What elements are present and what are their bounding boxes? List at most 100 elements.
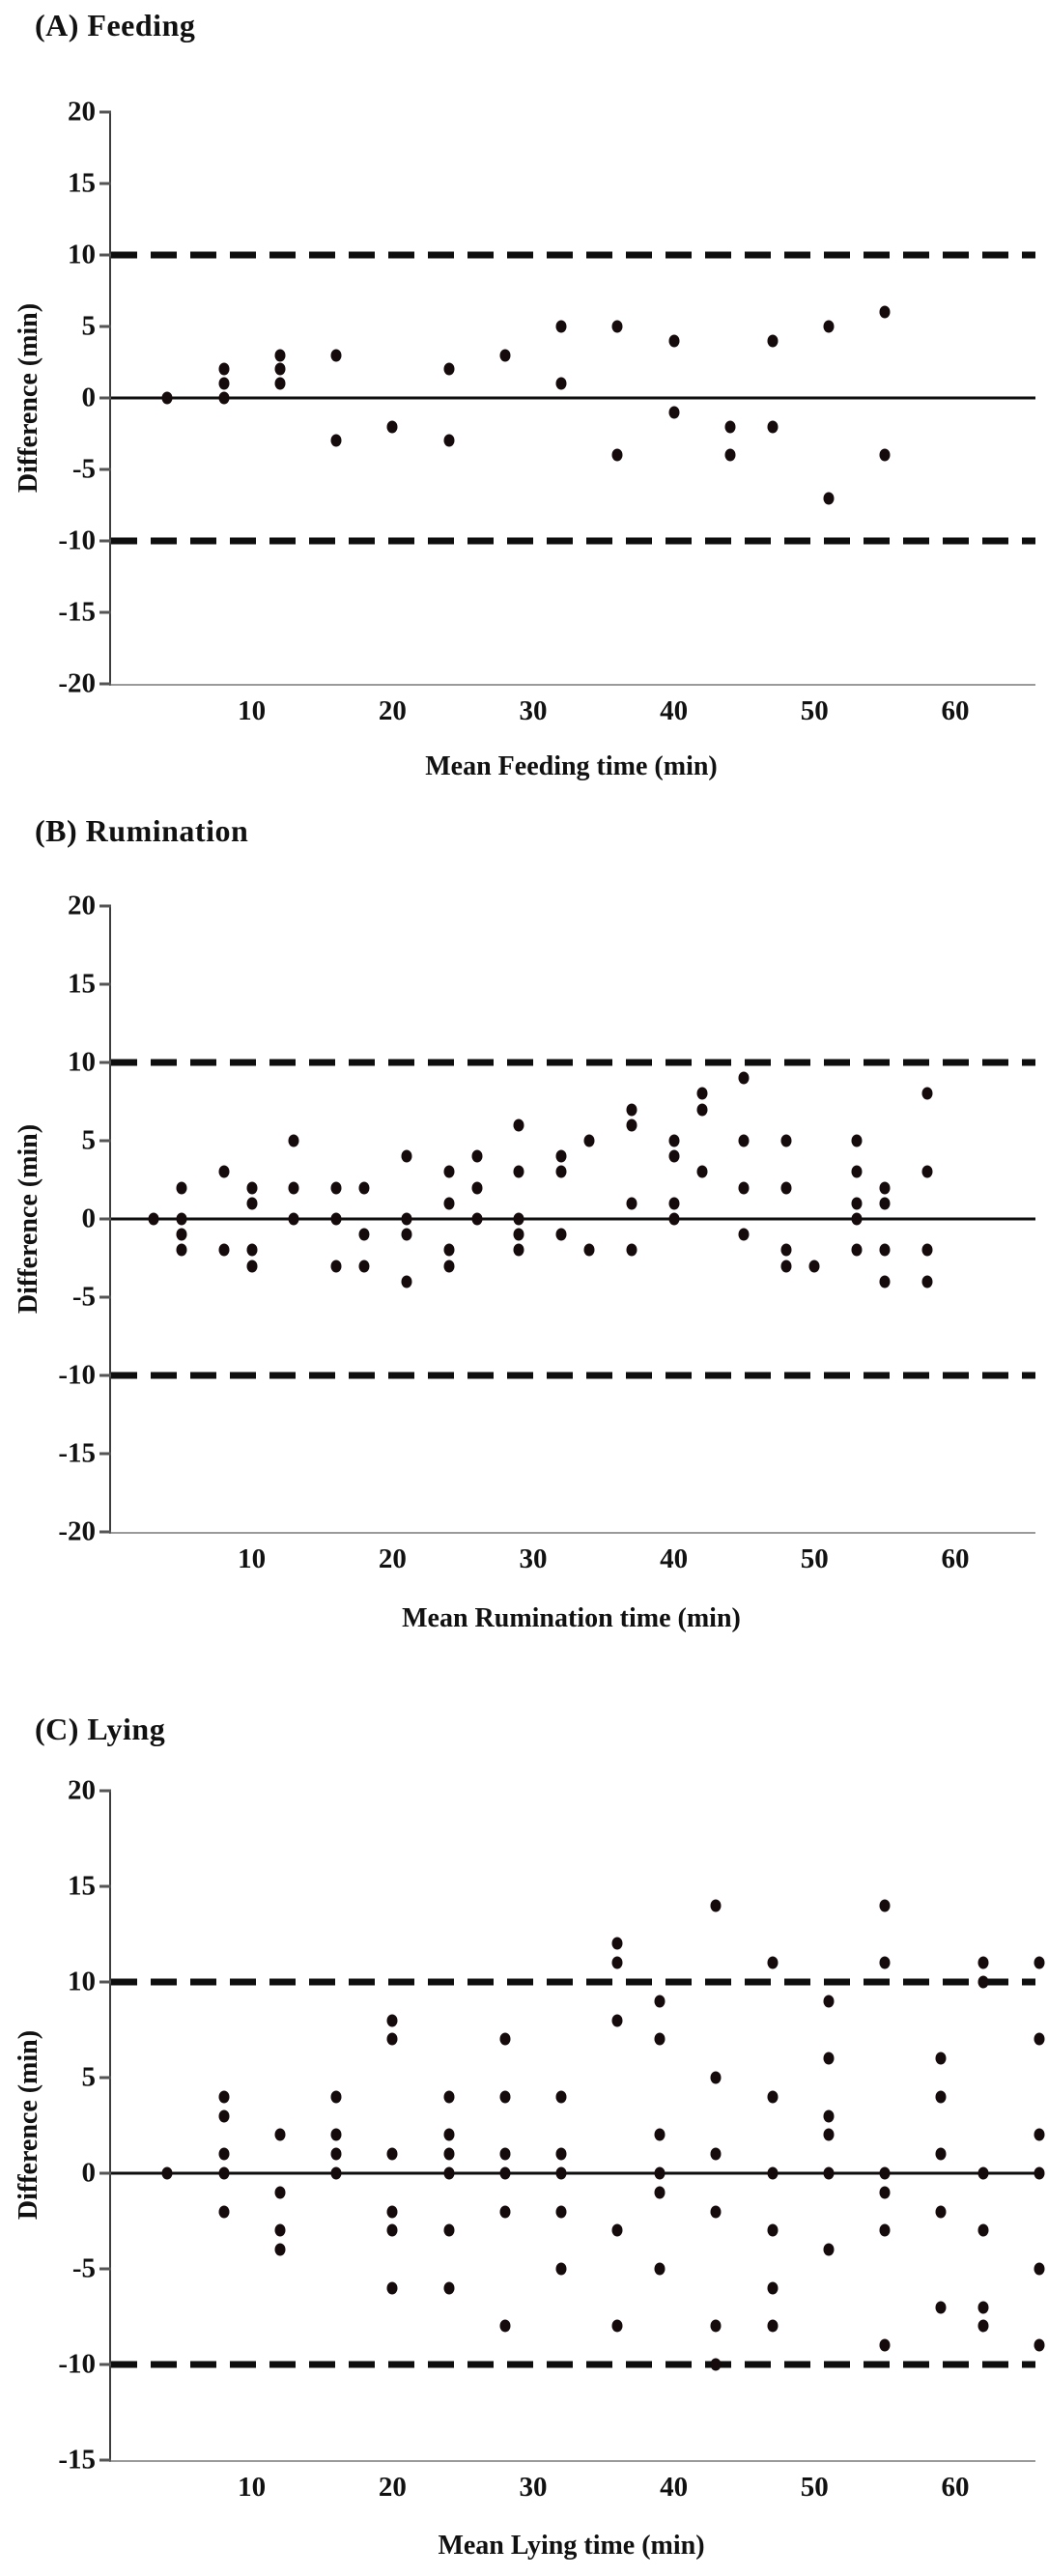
data-point (851, 1243, 863, 1257)
y-tick-mark (99, 1139, 111, 1143)
y-tick-mark (99, 1373, 111, 1377)
y-tick-mark (99, 1789, 111, 1793)
data-point (977, 1956, 989, 1969)
data-point (555, 1165, 567, 1178)
panel-b-title: (B) Rumination (35, 813, 249, 848)
data-point (654, 2032, 666, 2046)
data-point (1034, 2338, 1045, 2352)
data-point (710, 2319, 722, 2333)
data-point (823, 320, 835, 333)
x-tick-label: 40 (660, 695, 689, 726)
data-point (555, 320, 567, 333)
data-point (443, 2147, 455, 2161)
x-tick-label: 50 (800, 1543, 829, 1574)
upper-limit-line (111, 1059, 1035, 1066)
y-tick-mark (99, 182, 111, 185)
y-tick-mark (99, 1061, 111, 1064)
data-point (879, 2186, 891, 2199)
mean-line (111, 1217, 1035, 1221)
data-point (611, 448, 623, 462)
data-point (358, 1181, 370, 1195)
y-tick-label: -15 (58, 596, 96, 628)
y-tick-mark (99, 110, 111, 114)
data-point (710, 2358, 722, 2371)
y-tick-label: 5 (81, 1124, 97, 1156)
upper-limit-line (111, 251, 1035, 259)
data-point (218, 391, 230, 405)
y-tick-label: 0 (81, 2157, 97, 2189)
y-tick-mark (99, 1217, 111, 1221)
data-point (823, 492, 835, 505)
data-point (611, 320, 623, 333)
data-point (780, 1260, 792, 1273)
data-point (555, 1228, 567, 1241)
data-point (246, 1197, 258, 1210)
data-point (668, 1212, 680, 1226)
data-point (780, 1243, 792, 1257)
upper-limit-line (111, 1978, 1035, 1986)
data-point (1034, 2032, 1045, 2046)
data-point (767, 2166, 779, 2180)
data-point (176, 1212, 187, 1226)
data-point (555, 2262, 567, 2276)
data-point (386, 420, 398, 434)
data-point (668, 334, 680, 348)
data-point (176, 1181, 187, 1195)
data-point (767, 2281, 779, 2295)
y-tick-label: 10 (68, 1966, 96, 1997)
data-point (513, 1212, 524, 1226)
data-point (935, 2205, 947, 2219)
data-point (626, 1103, 637, 1117)
panel-c-y-axis-title: Difference (min) (14, 2029, 43, 2221)
data-point (386, 2147, 398, 2161)
y-tick-mark (99, 2171, 111, 2175)
data-point (330, 2166, 342, 2180)
data-point (555, 2205, 567, 2219)
x-tick-label: 20 (378, 1543, 407, 1574)
y-tick-label: -20 (58, 667, 96, 699)
data-point (977, 2166, 989, 2180)
data-point (767, 334, 779, 348)
data-point (246, 1243, 258, 1257)
data-point (724, 448, 736, 462)
data-point (443, 1260, 455, 1273)
data-point (218, 1165, 230, 1178)
x-tick-label: 10 (238, 2472, 267, 2503)
data-point (443, 2128, 455, 2141)
data-point (879, 305, 891, 319)
lower-limit-line (111, 537, 1035, 545)
data-point (611, 2014, 623, 2027)
panel-b-x-axis-title: Mean Rumination time (min) (402, 1603, 741, 1633)
lower-limit-line (111, 2361, 1035, 2368)
y-tick-label: 0 (81, 1203, 97, 1234)
data-point (977, 1975, 989, 1989)
y-tick-label: 20 (68, 96, 96, 127)
panel-a-x-axis-title: Mean Feeding time (min) (425, 751, 718, 781)
data-point (767, 2223, 779, 2237)
data-point (710, 2071, 722, 2084)
data-point (274, 377, 286, 390)
data-point (513, 1228, 524, 1241)
data-point (288, 1181, 299, 1195)
data-point (471, 1212, 483, 1226)
x-tick-label: 40 (660, 1543, 689, 1574)
data-point (358, 1260, 370, 1273)
data-point (555, 2166, 567, 2180)
data-point (710, 2205, 722, 2219)
data-point (499, 349, 511, 362)
data-point (823, 2128, 835, 2141)
y-tick-label: 15 (68, 968, 96, 1000)
data-point (1034, 1956, 1045, 1969)
data-point (218, 2205, 230, 2219)
data-point (1034, 2262, 1045, 2276)
y-tick-mark (99, 396, 111, 400)
data-point (611, 1956, 623, 1969)
y-tick-mark (99, 2458, 111, 2462)
data-point (358, 1228, 370, 1241)
data-point (218, 2166, 230, 2180)
data-point (668, 406, 680, 419)
x-tick-label: 20 (378, 2472, 407, 2503)
data-point (583, 1134, 595, 1147)
y-tick-mark (99, 253, 111, 257)
data-point (668, 1149, 680, 1163)
